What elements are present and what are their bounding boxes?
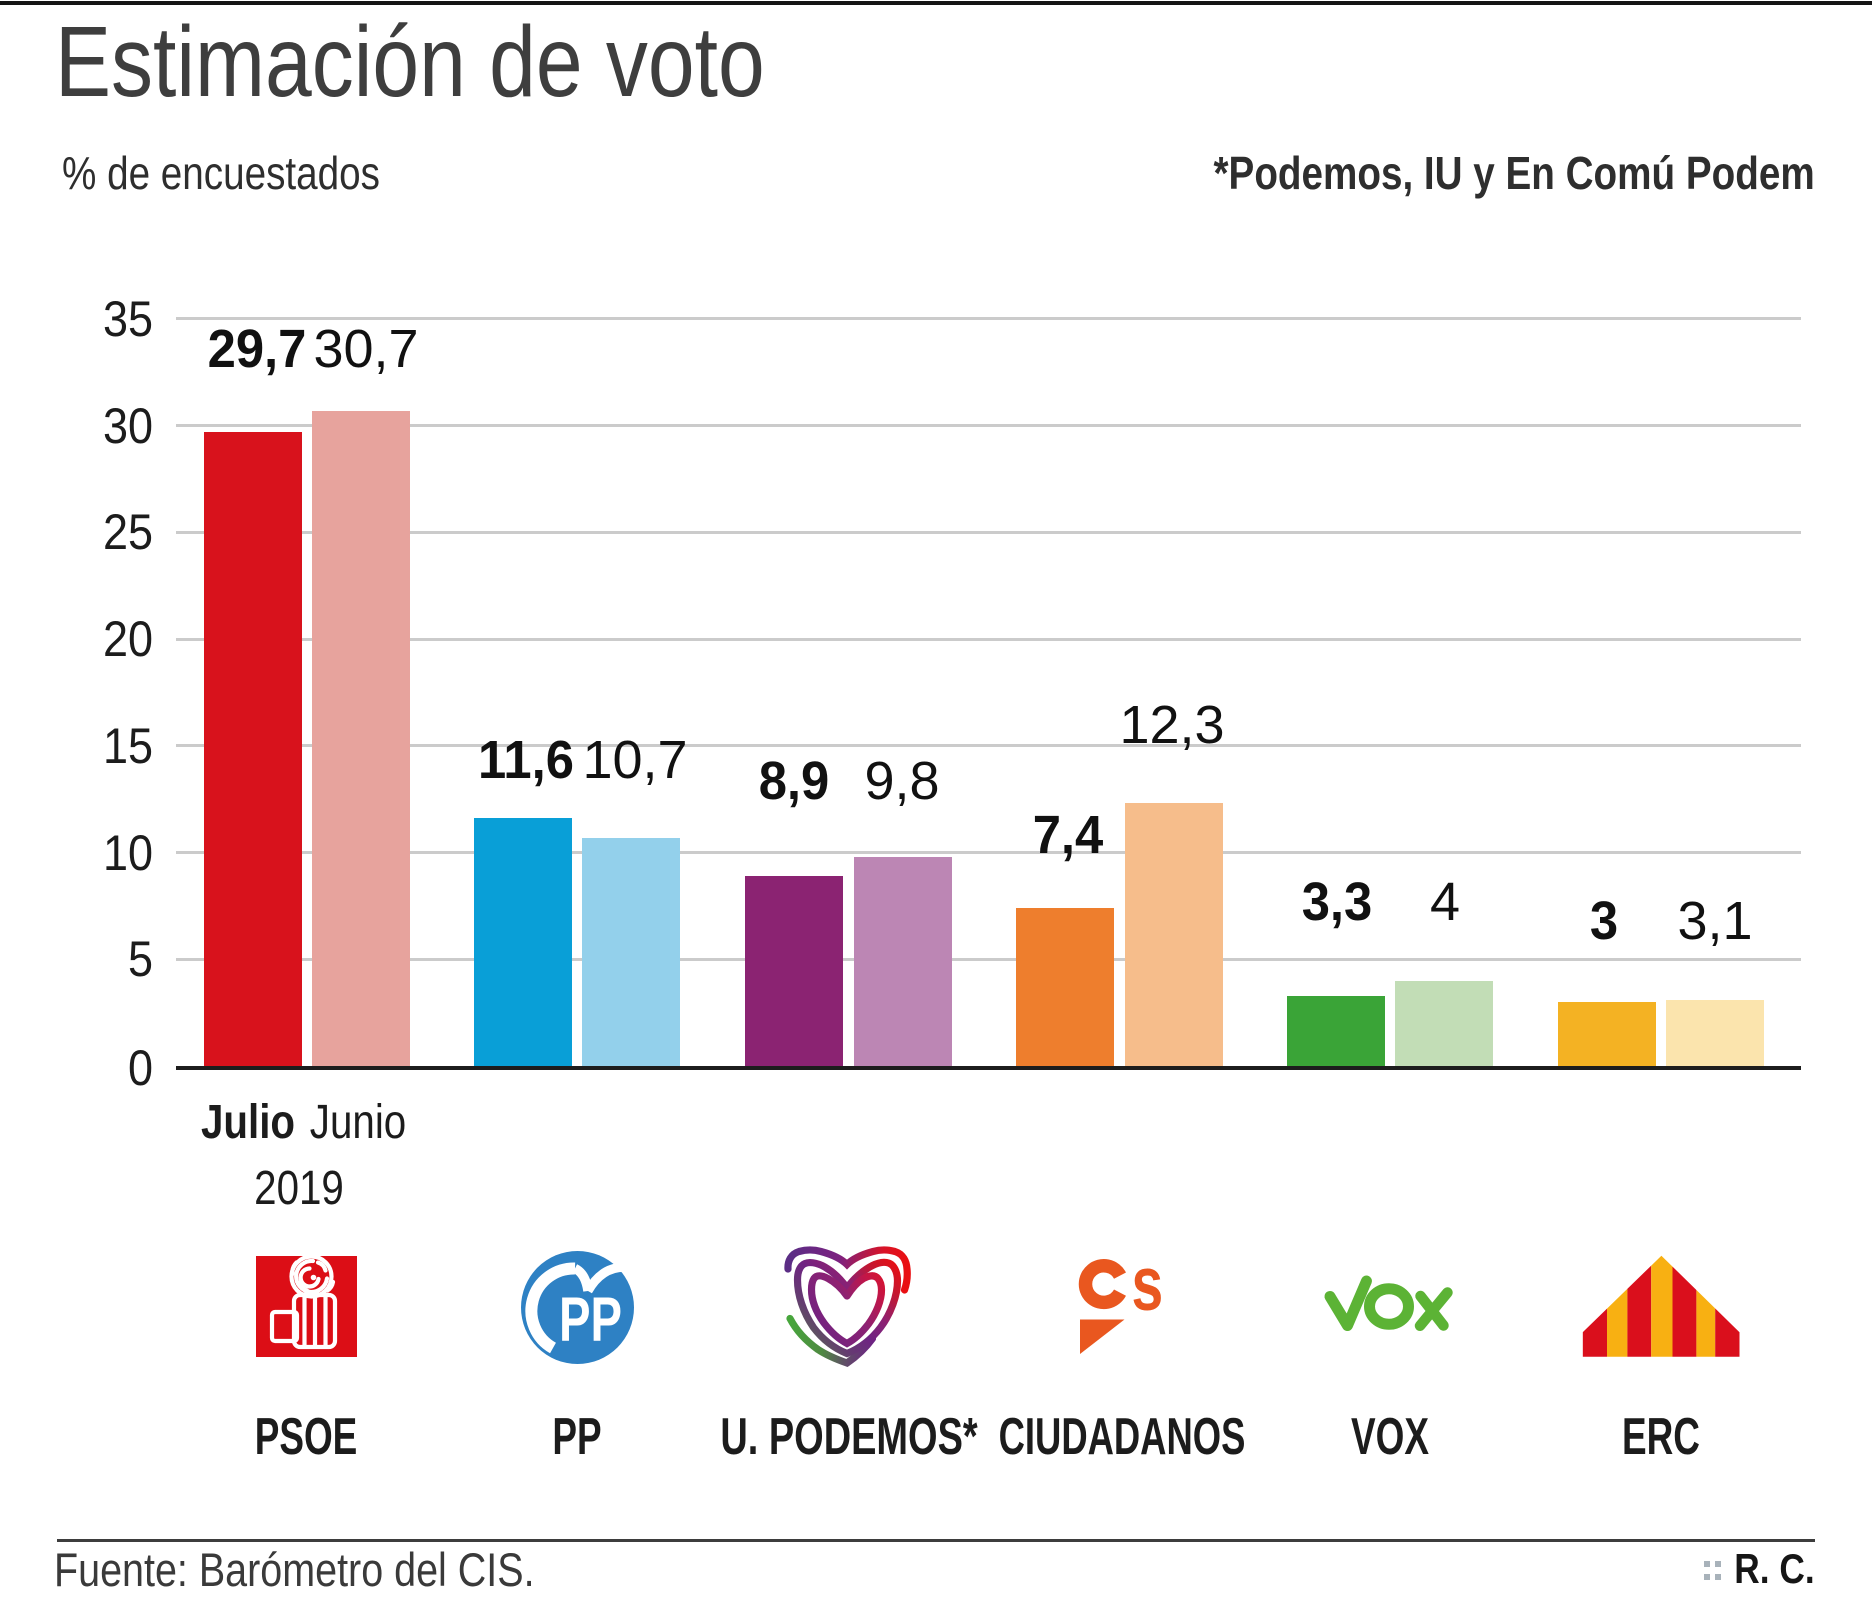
svg-text:s: s bbox=[1132, 1242, 1164, 1327]
svg-text:PP: PP bbox=[559, 1284, 622, 1354]
